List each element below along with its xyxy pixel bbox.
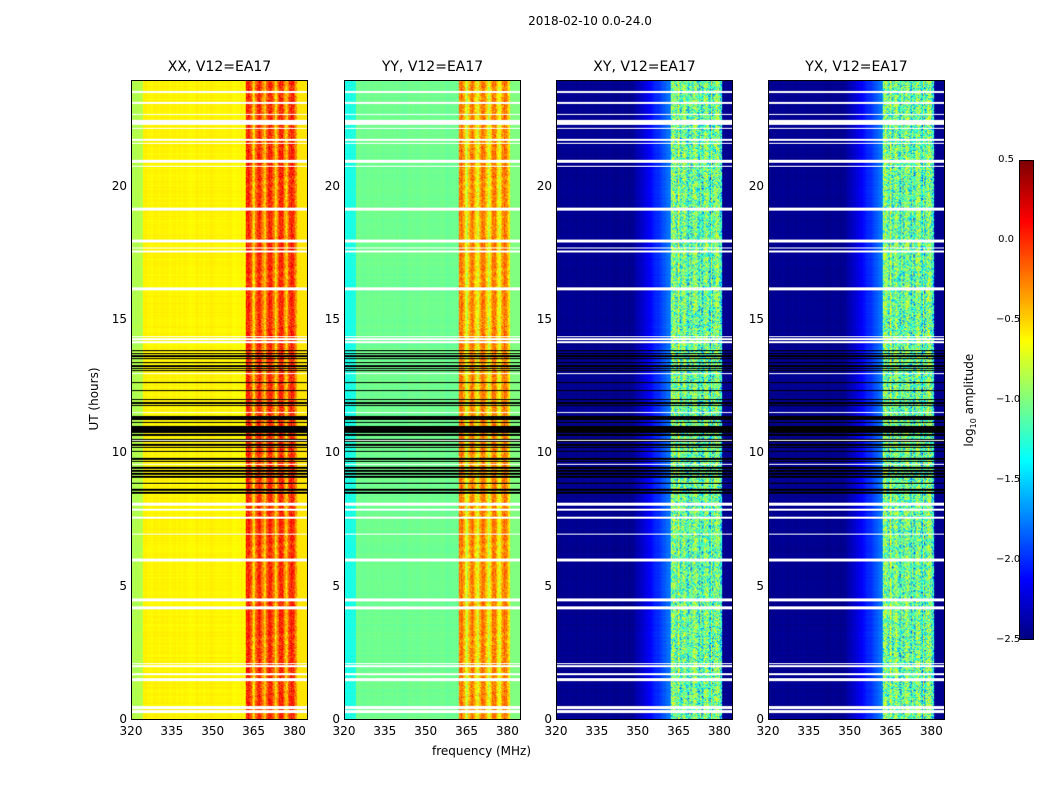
x-tick-label: 365 (879, 724, 902, 738)
y-tick-label: 20 (536, 178, 552, 193)
heatmap-cells (132, 81, 307, 719)
x-tick-label: 350 (201, 724, 225, 738)
y-tick-label: 20 (111, 178, 127, 193)
colorbar-tick-label: −0.5 (996, 314, 1021, 325)
colorbar-tick-label: −2.5 (996, 634, 1021, 645)
y-tick-label: 5 (756, 578, 764, 593)
x-axis-label: frequency (MHz) (432, 744, 532, 758)
y-tick-label: 20 (324, 178, 340, 193)
x-tick-label: 320 (332, 724, 356, 738)
heatmap-cells (345, 81, 520, 719)
colorbar-gradient (1020, 161, 1033, 639)
y-tick-label: 0 (544, 712, 552, 726)
x-tick-label: 320 (119, 724, 143, 738)
x-tick-label: 380 (919, 724, 943, 738)
y-tick-label: 0 (332, 712, 340, 726)
colorbar-label-main: log (961, 428, 976, 447)
y-axis-label: UT (hours) (87, 367, 101, 431)
heatmap-panel (768, 80, 945, 720)
colorbar (1019, 160, 1034, 640)
y-tick-label: 0 (119, 712, 127, 726)
panel-title: XX, V12=EA17 (167, 59, 272, 75)
y-tick-label: 0 (756, 712, 764, 726)
y-tick-label: 15 (324, 312, 340, 326)
y-tick-label: 10 (111, 445, 127, 460)
panel-title: XY, V12=EA17 (593, 59, 696, 75)
x-tick-label: 365 (455, 724, 478, 738)
colorbar-tick-label: −1.5 (996, 474, 1021, 485)
colorbar-tick-label: −2.0 (996, 554, 1021, 565)
heatmap-panel (131, 80, 308, 720)
x-tick-label: 380 (282, 724, 306, 738)
figure-title: 2018-02-10 0.0-24.0 (528, 14, 652, 28)
heatmap-panel (344, 80, 521, 720)
x-tick-label: 350 (626, 724, 650, 738)
heatmap-cells (769, 81, 944, 719)
x-tick-label: 335 (585, 724, 609, 738)
x-tick-label: 380 (495, 724, 519, 738)
y-tick-label: 5 (119, 578, 127, 593)
heatmap-cells (557, 81, 732, 719)
y-tick-label: 10 (324, 445, 340, 460)
x-tick-label: 320 (544, 724, 568, 738)
y-tick-label: 15 (111, 312, 127, 326)
colorbar-label-rest: amplitude (961, 353, 976, 419)
y-tick-label: 10 (748, 445, 764, 460)
y-tick-label: 15 (748, 312, 764, 326)
colorbar-label-sub: 10 (969, 418, 979, 429)
y-tick-label: 5 (544, 578, 552, 593)
y-tick-label: 15 (536, 312, 552, 326)
x-tick-label: 335 (160, 724, 184, 738)
panel-title: YY, V12=EA17 (381, 59, 484, 75)
colorbar-label: log10 amplitude (962, 350, 978, 450)
x-tick-label: 350 (414, 724, 438, 738)
x-tick-label: 365 (667, 724, 690, 738)
x-tick-label: 380 (707, 724, 731, 738)
x-tick-label: 335 (373, 724, 397, 738)
y-tick-label: 10 (536, 445, 552, 460)
panel-title: YX, V12=EA17 (805, 59, 908, 75)
y-tick-label: 20 (748, 178, 764, 193)
heatmap-panel (556, 80, 733, 720)
y-tick-label: 5 (332, 578, 340, 593)
colorbar-tick-label: −1.0 (996, 394, 1021, 405)
x-tick-label: 320 (756, 724, 780, 738)
colorbar-tick-label: 0.5 (998, 154, 1014, 165)
x-tick-label: 365 (242, 724, 265, 738)
colorbar-tick-label: 0.0 (998, 234, 1014, 245)
x-tick-label: 335 (797, 724, 821, 738)
x-tick-label: 350 (838, 724, 862, 738)
